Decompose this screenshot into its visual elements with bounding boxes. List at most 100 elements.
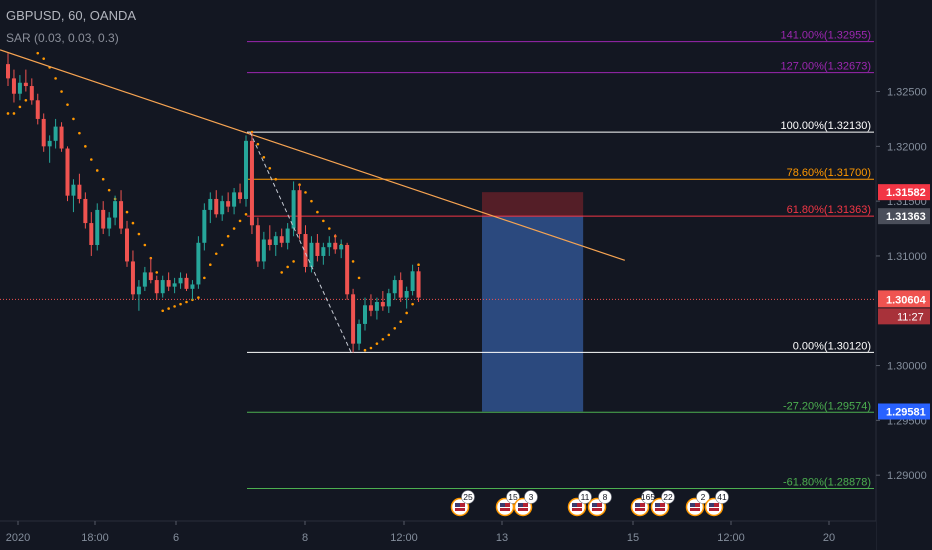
economic-event-marker[interactable]: 165 — [630, 490, 656, 517]
sar-dot — [280, 271, 284, 274]
sar-dot — [72, 117, 75, 121]
candle-body — [392, 280, 397, 294]
event-count-label: 11 — [581, 492, 590, 502]
stop-loss-zone[interactable] — [482, 192, 584, 217]
sar-dot — [393, 326, 397, 330]
economic-event-marker[interactable]: 22 — [650, 490, 675, 517]
candle-body — [261, 239, 266, 262]
candle-body — [363, 305, 367, 324]
event-count-label: 2 — [701, 492, 706, 502]
candle-body — [244, 140, 248, 199]
candle-body — [285, 228, 290, 243]
candle-body — [220, 201, 225, 215]
sar-dot — [78, 131, 81, 135]
candle-body — [368, 305, 373, 311]
economic-event-marker[interactable]: 15 — [495, 490, 520, 517]
economic-event-marker[interactable]: 2 — [685, 490, 710, 517]
candle-body — [154, 280, 159, 294]
flag-canton-icon — [592, 503, 597, 507]
sar-dot — [328, 227, 331, 230]
economic-event-marker[interactable]: 41 — [704, 490, 729, 517]
event-count-label: 15 — [508, 492, 518, 502]
candle-body — [17, 82, 22, 94]
candle-body — [351, 294, 356, 344]
sar-dot — [185, 300, 188, 304]
candle-body — [214, 198, 219, 215]
sar-dot — [399, 320, 403, 324]
candle-body — [47, 140, 52, 147]
candle-body — [410, 271, 415, 292]
sar-dot — [316, 210, 319, 214]
fib-zigzag-line[interactable] — [249, 131, 352, 353]
economic-event-marker[interactable]: 3 — [513, 490, 538, 517]
event-count-badge — [598, 490, 612, 504]
sar-dot — [24, 98, 28, 102]
event-count-label: 3 — [529, 492, 534, 502]
fib-level-label: -27.20%(1.29574) — [783, 400, 871, 412]
candle-body — [374, 301, 379, 311]
indicator-legend: SAR (0.03, 0.03, 0.3) — [6, 31, 119, 45]
sar-dot — [155, 271, 159, 274]
time-axis[interactable] — [0, 521, 876, 550]
candle-body — [202, 209, 207, 243]
sar-dot — [60, 90, 63, 93]
candle-body — [380, 301, 385, 307]
price-tick-label: 1.31000 — [887, 251, 927, 263]
flag-canton-icon — [709, 503, 714, 507]
candle-body — [6, 64, 10, 79]
candle-body — [339, 244, 344, 250]
sar-dot — [203, 276, 206, 280]
event-count-badge — [461, 490, 475, 504]
flag-stripe-icon — [455, 508, 465, 511]
fib-level-label: 141.00%(1.32955) — [780, 30, 871, 42]
sar-dot — [107, 188, 111, 192]
candle-body — [190, 284, 195, 289]
price-tick-label: 1.29000 — [887, 470, 927, 482]
economic-event-marker[interactable]: 11 — [567, 490, 592, 517]
sar-dot — [54, 77, 57, 80]
time-tick-label: 15 — [627, 532, 639, 544]
price-label-box: 1.31363 — [878, 208, 930, 225]
economic-event-marker[interactable]: 8 — [587, 490, 612, 517]
candle-body — [279, 236, 284, 243]
candle-body — [273, 236, 278, 245]
price-tick-label: 1.30000 — [887, 361, 927, 373]
sar-dot — [274, 177, 278, 181]
time-tick-label: 8 — [302, 532, 308, 544]
candle-body — [148, 272, 153, 281]
candle-body — [53, 126, 58, 141]
sar-dot — [322, 219, 325, 223]
candle-body — [65, 148, 70, 196]
fib-level-label: -61.80%(1.28878) — [783, 477, 871, 489]
fib-level-label: 78.60%(1.31700) — [787, 167, 871, 179]
candle-body — [208, 198, 213, 210]
event-count-label: 25 — [463, 492, 473, 502]
candle-body — [309, 242, 314, 267]
trendline[interactable] — [0, 49, 625, 261]
price-label-text: 1.31363 — [886, 211, 926, 223]
event-count-label: 8 — [603, 492, 608, 502]
candle-body — [113, 201, 118, 218]
candle-body — [172, 283, 177, 287]
sar-dot — [369, 346, 373, 350]
price-label-bg — [878, 208, 930, 225]
flag-stripe-icon — [572, 508, 582, 511]
candle-body — [249, 140, 254, 226]
price-tick-label: 1.32500 — [887, 87, 927, 99]
sar-dot — [411, 302, 414, 306]
sar-dot — [6, 112, 10, 115]
economic-event-marker[interactable]: 25 — [450, 490, 475, 517]
price-axis[interactable] — [876, 0, 932, 550]
take-profit-zone[interactable] — [482, 216, 584, 412]
sar-dot — [256, 142, 260, 146]
price-label-text: 1.31582 — [886, 187, 926, 199]
sar-dot — [310, 199, 313, 203]
sar-dot — [286, 265, 289, 269]
flag-stripe-icon — [709, 508, 719, 511]
candle-body — [136, 286, 141, 295]
candle-body — [178, 277, 183, 284]
candle-body — [160, 280, 165, 294]
sar-dot — [12, 112, 16, 115]
